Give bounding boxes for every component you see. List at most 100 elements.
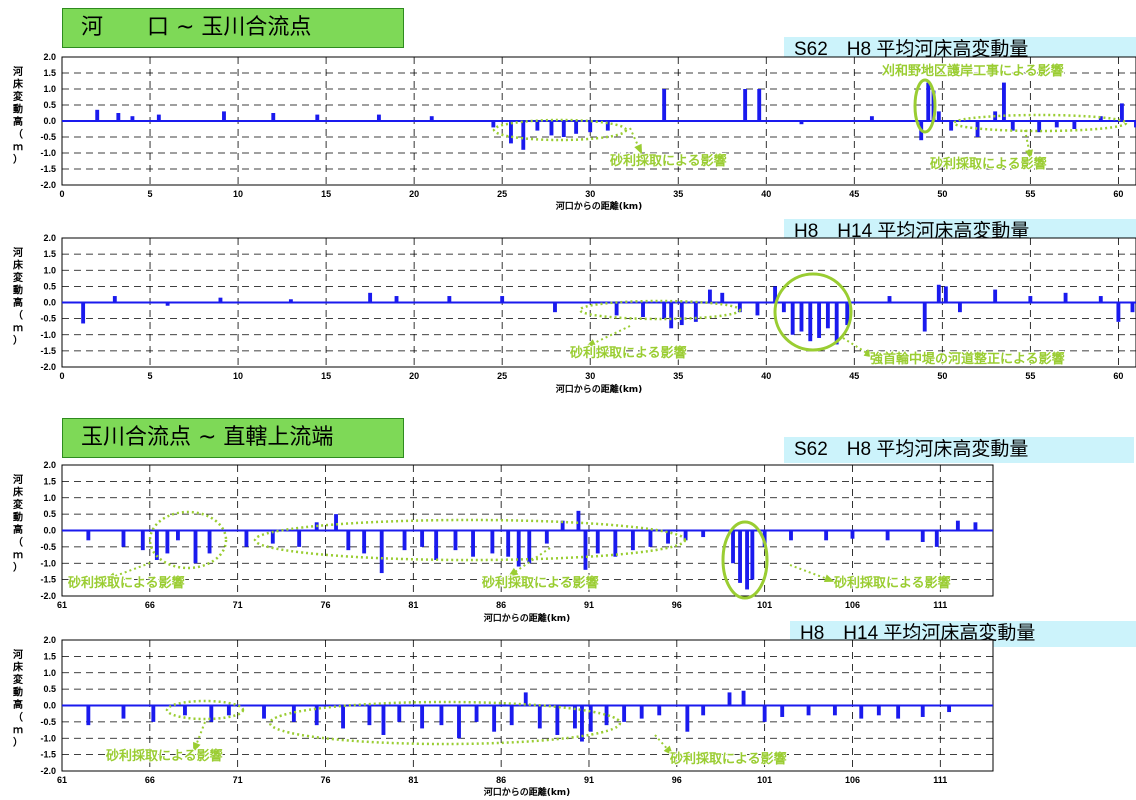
chart-2: 2.0 1.5 1.0 0.5 0.0 -0.5 -1.0 -1.5 -2.00 5 10 15 20 2…: [13, 233, 1136, 395]
x-tick-label: 20: [409, 189, 419, 199]
arrow-head: [863, 348, 875, 358]
bar: [156, 114, 161, 121]
x-tick-label: 111: [933, 775, 947, 785]
bar: [457, 705, 461, 739]
arrow-head: [1025, 149, 1033, 160]
highlight-ellipse: [165, 699, 245, 721]
highlight-ellipse: [268, 700, 622, 746]
y-tick-label: 1.5: [43, 249, 56, 259]
bar: [648, 530, 653, 547]
bar: [297, 530, 302, 547]
bar: [555, 705, 560, 735]
bar: [439, 705, 444, 726]
x-tick-label: 76: [320, 775, 330, 785]
y-tick-label: 1.0: [43, 493, 56, 503]
bar: [334, 514, 338, 531]
bar: [376, 114, 381, 121]
bar: [341, 705, 345, 729]
bar: [1116, 302, 1121, 322]
highlight-ellipse: [253, 518, 687, 562]
annotation-text: 砂利採取による影響: [105, 748, 223, 764]
bar: [737, 302, 742, 313]
highlight-ring: [721, 520, 769, 600]
bar: [832, 705, 837, 716]
x-tick-label: 96: [672, 600, 682, 610]
y-axis-label: 河床変動高（ｍ）: [13, 66, 24, 166]
x-tick-label: 96: [672, 775, 682, 785]
x-tick-label: 86: [496, 600, 506, 610]
chart-3: 2.0 1.5 1.0 0.5 0.0 -0.5 -1.0 -1.5 -2.061 66 71 76 8…: [13, 460, 994, 624]
annotation-text: 砂利採取による影響: [929, 156, 1047, 172]
bar: [506, 530, 511, 557]
y-tick-label: -0.5: [40, 314, 56, 324]
x-tick-label: 35: [673, 189, 683, 199]
bar: [743, 89, 748, 121]
x-tick-label: 106: [845, 775, 860, 785]
x-tick-label: 86: [496, 775, 506, 785]
bar: [745, 530, 750, 590]
annotation-leader: [109, 562, 151, 579]
y-tick-label: 0.5: [43, 684, 56, 694]
bar: [936, 111, 941, 121]
bar: [1098, 116, 1103, 121]
bar: [490, 530, 495, 554]
bar: [614, 302, 619, 316]
y-tick-label: 1.5: [43, 651, 56, 661]
bar: [755, 302, 760, 316]
bar: [727, 692, 732, 706]
bar: [121, 530, 126, 547]
x-tick-label: 10: [233, 371, 243, 381]
bar: [222, 111, 226, 121]
x-tick-label: 0: [59, 371, 64, 381]
bar: [955, 520, 960, 531]
annotation-text: 砂利採取による影響: [669, 751, 787, 767]
y-tick-label: -1.0: [40, 558, 56, 568]
y-tick-label: -2.0: [40, 180, 56, 190]
bar: [207, 530, 212, 554]
x-tick-label: 30: [585, 371, 595, 381]
bar: [1010, 121, 1015, 131]
bar: [850, 530, 855, 539]
bar: [574, 121, 579, 134]
y-tick-label: 2.0: [43, 52, 56, 62]
y-tick-label: 0.0: [43, 116, 56, 126]
x-tick-label: 61: [57, 600, 67, 610]
chart-3-title: S62 H8 平均河床高変動量: [784, 437, 1134, 463]
x-tick-label: 20: [409, 371, 419, 381]
bar: [1028, 296, 1033, 303]
bar: [226, 705, 231, 716]
bar: [474, 705, 479, 722]
bar: [887, 296, 892, 303]
bar: [429, 116, 434, 121]
x-tick-label: 45: [849, 371, 859, 381]
arrow-head: [585, 339, 597, 348]
y-tick-label: 1.0: [43, 84, 56, 94]
bar: [973, 522, 978, 531]
y-tick-label: 1.0: [43, 668, 56, 678]
bar: [741, 690, 746, 706]
bar: [500, 296, 505, 303]
y-tick-label: -0.5: [40, 542, 56, 552]
bar: [367, 705, 372, 726]
bar: [781, 302, 786, 313]
bar: [580, 705, 584, 742]
bar: [576, 510, 581, 531]
bar: [1130, 302, 1135, 313]
bar: [368, 292, 373, 303]
bar: [193, 530, 198, 564]
bar: [799, 302, 804, 332]
bar: [834, 302, 839, 345]
arrow-head: [193, 741, 201, 753]
x-tick-label: 81: [408, 600, 418, 610]
bar: [1072, 121, 1077, 129]
bar: [662, 302, 667, 319]
bar: [896, 705, 901, 719]
bar: [790, 302, 795, 335]
x-tick-label: 106: [845, 600, 860, 610]
y-tick-label: 0.0: [43, 298, 56, 308]
y-tick-label: -1.5: [40, 164, 56, 174]
y-tick-label: -1.5: [40, 750, 56, 760]
y-tick-label: -1.0: [40, 148, 56, 158]
bar: [535, 121, 540, 131]
bar: [218, 297, 223, 303]
